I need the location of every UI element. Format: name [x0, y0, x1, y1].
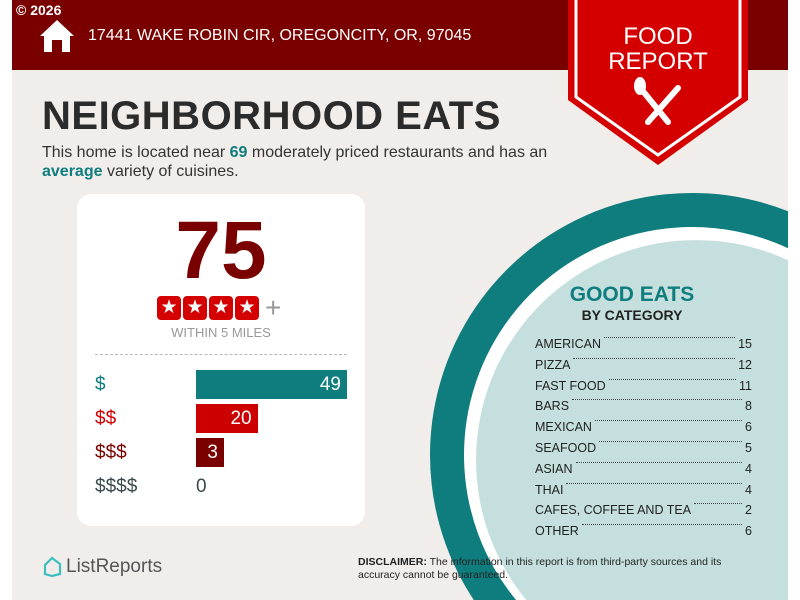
category-name: AMERICAN	[535, 337, 601, 351]
restaurant-count: 69	[229, 144, 248, 161]
inner-circle	[476, 240, 788, 600]
copyright: © 2026	[16, 2, 62, 18]
category-count: 4	[745, 482, 752, 497]
home-icon	[40, 20, 74, 52]
score-card: 75 ★ ★ ★ ★ + WITHIN 5 MILES $49 $$ 20 $$$ 3 $$$$ 0	[77, 194, 365, 526]
summary-text: This home is located near 69 moderately …	[42, 144, 548, 180]
badge-line-1: FOOD	[623, 23, 693, 50]
category-item: CAFES, COFFEE AND TEA 2	[535, 503, 752, 524]
listreports-logo: ListReports	[42, 556, 162, 578]
leader-dots	[608, 378, 737, 380]
category-count: 12	[738, 357, 752, 372]
price-row: $$$ 3	[95, 438, 355, 468]
star-icon: ★	[209, 296, 233, 320]
category-count: 2	[745, 503, 752, 518]
price-row: $$$$ 0	[95, 472, 355, 502]
star-icon: ★	[157, 296, 181, 320]
category-item: PIZZA 12	[535, 357, 752, 379]
category-item: MEXICAN 6	[535, 420, 752, 441]
star-icon: ★	[183, 296, 207, 320]
logo-icon	[43, 556, 62, 578]
category-count: 15	[738, 337, 752, 351]
star-rating: ★ ★ ★ ★ +	[157, 292, 281, 324]
food-report-badge	[568, 0, 748, 165]
property-address: 17441 WAKE ROBIN CIR, OREGONCITY, OR, 97…	[88, 27, 472, 44]
category-name: OTHER	[535, 524, 579, 539]
price-bar: 49	[196, 370, 347, 399]
good-eats-title: GOOD EATS	[569, 283, 695, 306]
star-icon: ★	[235, 296, 259, 320]
disclaimer: DISCLAIMER: The information in this repo…	[358, 556, 722, 581]
leader-dots	[573, 357, 736, 359]
category-item: OTHER 6	[535, 524, 752, 545]
leader-dots	[575, 461, 743, 463]
category-name: CAFES, COFFEE AND TEA	[535, 503, 692, 518]
leader-dots	[566, 482, 743, 484]
category-name: BARS	[535, 399, 570, 414]
page-title: NEIGHBORHOOD EATS	[42, 94, 501, 138]
category-count: 4	[745, 461, 752, 476]
category-name: FAST FOOD	[535, 378, 606, 393]
category-name: MEXICAN	[535, 420, 592, 435]
category-count: 6	[745, 420, 752, 435]
divider	[95, 354, 347, 355]
leader-dots	[599, 440, 743, 442]
report-page: © 2026 17441 WAKE ROBIN CIR, OREGONCITY,…	[12, 0, 788, 600]
category-item: THAI 4	[535, 482, 752, 504]
price-label: $$$$	[95, 476, 138, 497]
price-label: $	[95, 374, 106, 395]
category-item: SEAFOOD 5	[535, 440, 752, 462]
radius-label: WITHIN 5 MILES	[171, 325, 271, 340]
category-item: ASIAN 4	[535, 461, 752, 483]
good-eats-subtitle: BY CATEGORY	[581, 307, 683, 323]
category-item: BARS 8	[535, 399, 752, 420]
variety-level: average	[42, 163, 103, 180]
utensils-icon	[634, 77, 681, 125]
category-count: 11	[739, 378, 752, 393]
price-row: $49	[95, 370, 355, 400]
leader-dots	[594, 420, 743, 422]
category-name: PIZZA	[535, 357, 571, 372]
score-value: 75	[175, 205, 267, 296]
price-label: $$$	[95, 442, 127, 463]
price-bar: 20	[196, 404, 258, 433]
category-count: 8	[745, 399, 752, 414]
leader-dots	[603, 337, 736, 338]
category-name: SEAFOOD	[535, 440, 597, 455]
price-bar: 3	[196, 438, 224, 467]
price-bar: 0	[196, 476, 207, 497]
category-name: ASIAN	[535, 461, 573, 476]
badge-line-2: REPORT	[608, 48, 708, 75]
category-name: THAI	[535, 482, 564, 497]
category-count: 6	[745, 524, 752, 539]
leader-dots	[572, 399, 743, 401]
price-row: $$ 20	[95, 404, 355, 434]
category-item: FAST FOOD 11	[535, 378, 752, 400]
good-eats-circle	[430, 192, 788, 600]
category-list: AMERICAN 15 PIZZA 12 FAST FOOD 11 BARS 8 MEXICAN…	[535, 337, 752, 545]
leader-dots	[694, 503, 743, 505]
category-item: AMERICAN 15	[535, 337, 752, 358]
leader-dots	[581, 524, 743, 526]
category-count: 5	[745, 440, 752, 455]
price-label: $$	[95, 408, 117, 429]
plus-icon: +	[265, 292, 282, 323]
